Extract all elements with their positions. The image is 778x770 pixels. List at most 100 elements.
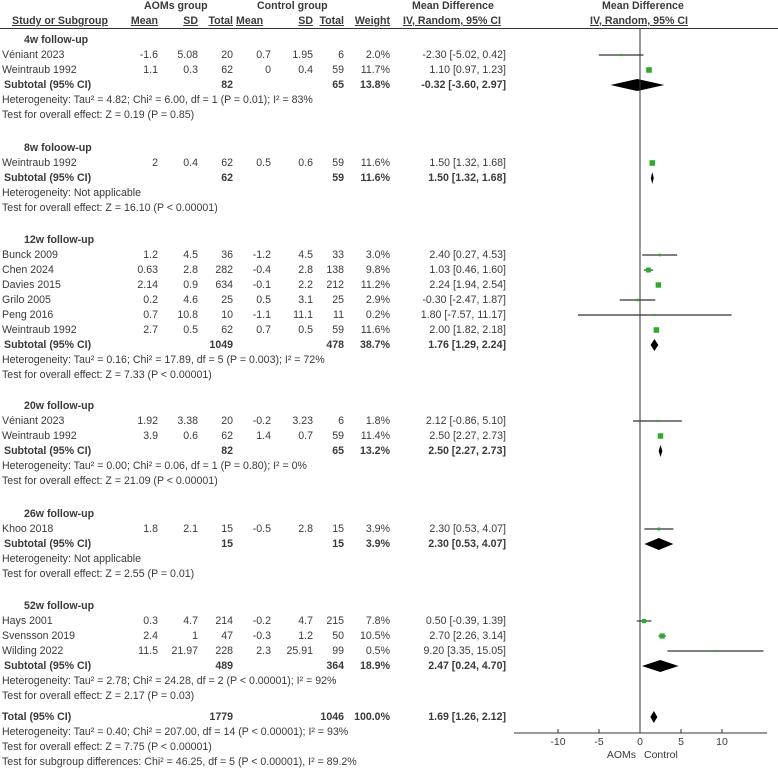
study-name: Svensson 2019 [2,630,76,642]
study-name: Weintraub 1992 [2,324,77,336]
overall-effect-text: Test for overall effect: Z = 21.09 (P < … [2,475,218,487]
study-point-marker [714,650,717,652]
subtotal-diamond [610,79,665,91]
heterogeneity-text: Heterogeneity: Tau² = 0.16; Chi² = 17.89… [2,354,325,366]
study-point-marker [656,419,659,423]
aoms-group-header: AOMs group [144,0,208,12]
study-name: Véniant 2023 [2,415,65,427]
col-md-ci: IV, Random, 95% CI [403,15,501,27]
subtotal-label: Subtotal (95% CI) [4,339,92,351]
control-total: 59 [332,157,344,169]
weight: 11.7% [360,64,390,76]
aoms-total: 214 [215,615,233,627]
control-total: 138 [326,264,344,276]
study-point-marker [655,282,662,288]
mean-difference-ci: 2.12 [-0.86, 5.10] [425,415,506,427]
aoms-mean: -1.6 [139,49,158,61]
weight: 3.0% [365,249,390,261]
study-name: Véniant 2023 [2,49,65,61]
heterogeneity-text: Heterogeneity: Tau² = 0.00; Chi² = 0.06,… [2,460,307,472]
aoms-total: 82 [221,79,233,91]
control-sd: 25.91 [286,645,313,657]
control-sd: 3.1 [298,294,313,306]
weight: 11.2% [360,279,390,291]
subgroup-heading: 4w follow-up [24,34,89,46]
control-mean: -1.2 [252,249,271,261]
study-name: Chen 2024 [2,264,54,276]
col-study: Study or Subgroup [12,15,108,27]
control-mean: -0.2 [252,415,271,427]
study-name: Khoo 2018 [2,523,54,535]
aoms-sd: 0.3 [183,64,198,76]
aoms-sd: 0.4 [183,157,198,169]
control-total: 65 [332,79,344,91]
aoms-sd: 10.8 [177,309,198,321]
control-sd: 4.5 [298,249,313,261]
mean-difference-ci: 2.70 [2.26, 3.14] [429,630,506,642]
md-column-title: Mean Difference [412,0,494,12]
aoms-total: 15 [221,538,233,550]
mean-difference-ci: -0.30 [-2.47, 1.87] [422,294,506,306]
weight: 3.9% [365,523,390,535]
subgroup-heading: 8w foloow-up [24,142,92,154]
subtotal-label: Subtotal (95% CI) [4,445,92,457]
col-plot-ci: IV, Random, 95% CI [590,15,688,27]
mean-difference-ci: 2.30 [0.53, 4.07] [428,538,506,550]
overall-effect-text: Test for overall effect: Z = 7.33 (P < 0… [2,369,212,381]
aoms-sd: 2.1 [183,523,198,535]
aoms-mean: 3.9 [143,430,158,442]
study-point-marker [620,53,623,57]
subtotal-diamond [650,339,659,351]
study-name: Bunck 2009 [2,249,58,261]
control-mean: -1.1 [252,309,271,321]
aoms-total: 47 [221,630,233,642]
subtotal-label: Subtotal (95% CI) [4,172,92,184]
study-point-marker [653,327,660,333]
md-plot-title: Mean Difference [602,0,684,12]
aoms-total: 15 [221,523,233,535]
study-point-marker [658,253,661,257]
aoms-total: 62 [221,324,233,336]
aoms-sd: 0.6 [183,430,198,442]
control-sd: 0.4 [298,64,313,76]
heterogeneity-text: Heterogeneity: Tau² = 4.82; Chi² = 6.00,… [2,94,313,106]
aoms-sd: 0.5 [183,324,198,336]
weight: 38.7% [359,339,390,351]
control-total: 59 [332,172,344,184]
aoms-mean: 1.2 [143,249,158,261]
control-total: 59 [332,324,344,336]
favours-control-label: Control [644,749,678,761]
col-control-mean: Mean [236,15,264,27]
control-total: 1046 [320,711,344,723]
control-total: 212 [326,279,344,291]
subtotal-diamond [644,538,674,550]
aoms-total: 489 [215,660,233,672]
aoms-total: 82 [221,445,233,457]
control-total: 65 [332,445,344,457]
aoms-total: 634 [215,279,233,291]
weight: 13.2% [359,445,390,457]
control-sd: 2.8 [298,264,313,276]
heterogeneity-text: Heterogeneity: Tau² = 2.78; Chi² = 24.28… [2,675,337,687]
overall-effect-text: Test for overall effect: Z = 16.10 (P < … [2,202,218,214]
control-total: 11 [333,309,344,321]
aoms-mean: 2.14 [137,279,158,291]
col-control-total: Total [319,15,344,27]
aoms-sd: 3.38 [177,415,198,427]
control-total: 6 [338,49,344,61]
x-axis-tick-label: -5 [594,736,603,748]
study-name: Hays 2001 [2,615,53,627]
favours-aoms-label: AOMs [607,749,636,761]
control-sd: 1.2 [298,630,313,642]
weight: 3.9% [365,538,390,550]
control-total: 59 [332,430,344,442]
overall-effect-text: Test for overall effect: Z = 2.17 (P = 0… [2,690,195,702]
study-point-marker [659,633,665,639]
aoms-total: 1049 [209,339,233,351]
mean-difference-ci: 0.50 [-0.39, 1.39] [425,615,506,627]
study-point-marker [645,267,651,273]
aoms-mean: 1.8 [143,523,158,535]
control-total: 59 [332,64,344,76]
aoms-sd: 2.8 [183,264,198,276]
